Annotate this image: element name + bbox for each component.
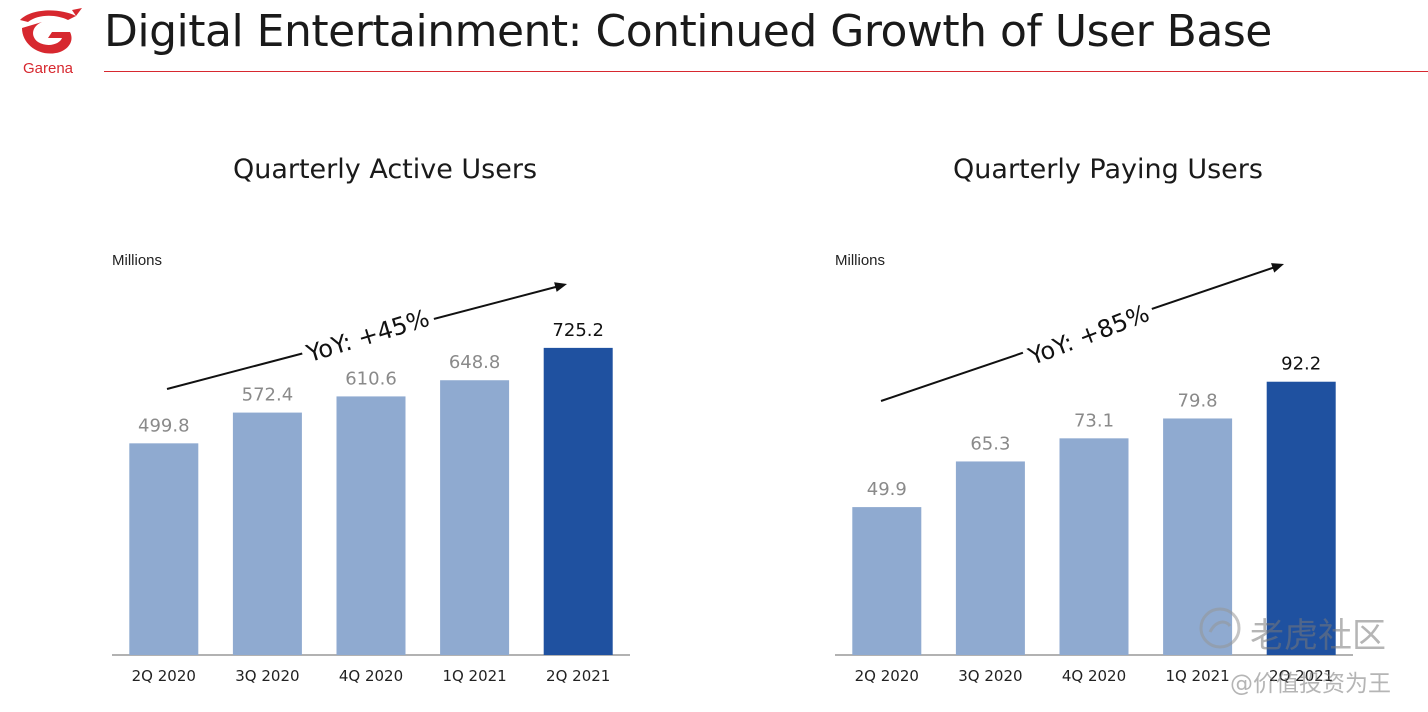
bar-1q-2021	[1163, 418, 1233, 655]
bar-1q-2021	[440, 380, 510, 655]
garena-logo: Garena	[12, 6, 84, 77]
bar-4q-2020	[1059, 438, 1129, 655]
watermark-title: 老虎社区	[1250, 616, 1386, 656]
bar-value-label: 65.3	[970, 433, 1010, 454]
garena-dragon-icon	[20, 8, 82, 54]
bar-2q-2021	[1266, 381, 1336, 655]
paying-users-plot: 49.9 2Q 2020 65.3 3Q 2020 73.1 4Q 2020 79.8 1Q …	[835, 263, 1353, 685]
yoy-annotation: YoY: +45%	[302, 304, 432, 368]
title-divider	[104, 71, 1428, 72]
bar-value-label: 499.8	[138, 415, 190, 436]
chart-title: Quarterly Paying Users	[953, 154, 1263, 185]
bar-value-label: 73.1	[1074, 410, 1114, 431]
bar-3q-2020	[955, 461, 1025, 655]
x-tick-label: 2Q 2020	[855, 667, 919, 685]
bar-3q-2020	[232, 412, 302, 655]
bar-value-label: 572.4	[242, 385, 294, 406]
x-tick-label: 2Q 2021	[546, 667, 610, 685]
annotation-backdrop	[297, 298, 437, 368]
watermark-handle: @价值投资为王	[1230, 671, 1391, 697]
x-tick-label: 2Q 2021	[1269, 667, 1333, 685]
bar-2q-2020	[129, 443, 199, 655]
x-tick-label: 1Q 2021	[1165, 667, 1229, 685]
growth-arrow-head-icon	[554, 282, 567, 292]
chart-unit-label: Millions	[112, 252, 163, 269]
bar-4q-2020	[336, 396, 406, 655]
bar-value-label: 49.9	[867, 479, 907, 500]
x-tick-label: 2Q 2020	[132, 667, 196, 685]
active-users-plot: 499.8 2Q 2020 572.4 3Q 2020 610.6 4Q 2020 648.…	[112, 282, 630, 685]
paying-users-chart: Quarterly Paying Users Millions 49.9 2Q 2…	[798, 140, 1418, 700]
bar-value-label: 648.8	[449, 352, 501, 373]
x-tick-label: 4Q 2020	[1062, 667, 1126, 685]
bar-2q-2021	[543, 347, 613, 655]
bar-value-label: 92.2	[1281, 354, 1321, 375]
chart-unit-label: Millions	[835, 252, 886, 269]
brand-name: Garena	[22, 60, 74, 77]
page-title: Digital Entertainment: Continued Growth …	[104, 6, 1272, 57]
x-tick-label: 1Q 2021	[442, 667, 506, 685]
annotation-backdrop	[1019, 293, 1157, 371]
growth-arrow-head-icon	[1271, 263, 1284, 273]
active-users-chart: Quarterly Active Users Millions 499.8 2Q …	[75, 140, 695, 700]
x-tick-label: 3Q 2020	[235, 667, 299, 685]
x-tick-label: 3Q 2020	[958, 667, 1022, 685]
watermark-logo-icon	[1198, 606, 1242, 650]
bar-value-label: 79.8	[1178, 390, 1218, 411]
bar-value-label: 725.2	[552, 320, 604, 341]
bar-2q-2020	[852, 507, 922, 655]
bar-value-label: 610.6	[345, 368, 397, 389]
x-tick-label: 4Q 2020	[339, 667, 403, 685]
chart-title: Quarterly Active Users	[232, 154, 538, 185]
